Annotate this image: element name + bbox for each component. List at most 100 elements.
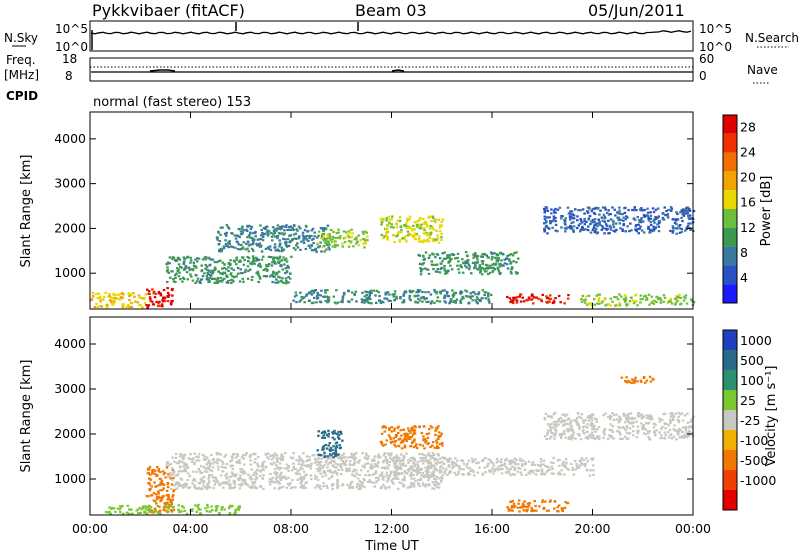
heatmap-cell (346, 483, 349, 487)
heatmap-cell (611, 206, 614, 209)
heatmap-cell (627, 379, 630, 383)
heatmap-cell (128, 294, 131, 298)
heatmap-cell (409, 456, 413, 460)
heatmap-cell (564, 466, 567, 469)
heatmap-cell (543, 215, 546, 218)
heatmap-cell (278, 482, 282, 485)
heatmap-cell (126, 305, 129, 308)
heatmap-cell (388, 428, 391, 431)
heatmap-cell (596, 302, 599, 305)
heatmap-cell (499, 468, 502, 471)
heatmap-cell (272, 257, 275, 260)
heatmap-cell (382, 444, 385, 447)
heatmap-cell (314, 458, 317, 461)
heatmap-cell (603, 433, 606, 436)
heatmap-cell (316, 296, 320, 299)
heatmap-cell (312, 241, 315, 245)
heatmap-cell (283, 467, 287, 470)
heatmap-cell (447, 256, 450, 259)
heatmap-cell (240, 478, 244, 481)
heatmap-cell (298, 472, 301, 476)
heatmap-cell (413, 465, 417, 468)
heatmap-cell (492, 262, 496, 265)
heatmap-cell (564, 458, 568, 461)
heatmap-cell (322, 482, 325, 485)
heatmap-cell (262, 474, 265, 477)
heatmap-cell (191, 458, 195, 461)
heatmap-cell (530, 507, 533, 510)
heatmap-cell (552, 472, 555, 475)
heatmap-cell (423, 456, 426, 459)
heatmap-cell (324, 291, 327, 294)
heatmap-cell (592, 414, 595, 417)
heatmap-cell (236, 266, 240, 270)
heatmap-cell (476, 261, 479, 264)
heatmap-cell (566, 418, 569, 421)
heatmap-cell (336, 436, 340, 439)
heatmap-cell (674, 412, 678, 415)
heatmap-cell (684, 229, 687, 232)
heatmap-cell (640, 417, 644, 420)
heatmap-cell (533, 500, 536, 503)
heatmap-cell (305, 238, 309, 241)
heatmap-cell (552, 413, 556, 416)
heatmap-cell (500, 259, 503, 262)
heatmap-cell (548, 216, 551, 219)
heatmap-cell (570, 221, 573, 224)
heatmap-cell (553, 434, 557, 437)
heatmap-cell (426, 268, 430, 271)
heatmap-cell (571, 213, 574, 216)
heatmap-cell (412, 224, 415, 227)
heatmap-cell (508, 460, 511, 463)
heatmap-cell (270, 235, 274, 238)
heatmap-cell (615, 296, 618, 299)
heatmap-cell (160, 479, 164, 482)
heatmap-cell (495, 461, 498, 464)
heatmap-cell (354, 290, 358, 293)
heatmap-cell (434, 256, 437, 259)
heatmap-cell (302, 470, 306, 473)
heatmap-cell (423, 298, 426, 301)
heatmap-cell (610, 436, 613, 439)
heatmap-cell (491, 472, 495, 475)
heatmap-cell (131, 301, 134, 305)
heatmap-cell (615, 303, 619, 306)
heatmap-cell (194, 479, 197, 482)
heatmap-cell (244, 471, 247, 474)
heatmap-cell (402, 455, 405, 458)
heatmap-cell (110, 297, 114, 300)
heatmap-cell (406, 427, 410, 430)
heatmap-cell (607, 232, 610, 235)
heatmap-cell (487, 295, 490, 298)
heatmap-cell (412, 440, 416, 443)
heatmap-cell (461, 295, 464, 298)
heatmap-cell (270, 232, 273, 235)
heatmap-cell (627, 209, 630, 212)
heatmap-cell (500, 463, 503, 466)
heatmap-cell (428, 428, 431, 431)
heatmap-cell (167, 496, 170, 499)
heatmap-cell (686, 412, 689, 415)
heatmap-cell (433, 458, 436, 461)
heatmap-cell (278, 245, 281, 248)
heatmap-cell (386, 480, 389, 483)
heatmap-cell (583, 223, 587, 226)
heatmap-cell (199, 465, 203, 468)
heatmap-cell (166, 481, 170, 485)
heatmap-cell (204, 255, 208, 259)
heatmap-cell (611, 430, 614, 433)
heatmap-cell (616, 298, 620, 301)
heatmap-cell (471, 299, 474, 302)
heatmap-cell (668, 428, 672, 432)
heatmap-cell (296, 246, 300, 249)
heatmap-cell (554, 216, 557, 219)
heatmap-cell (436, 296, 440, 299)
heatmap-cell (374, 294, 377, 297)
heatmap-cell (349, 236, 353, 239)
heatmap-cell (629, 412, 633, 415)
heatmap-cell (184, 470, 188, 473)
heatmap-cell (627, 437, 630, 440)
heatmap-cell (392, 437, 395, 440)
heatmap-cell (600, 301, 604, 304)
